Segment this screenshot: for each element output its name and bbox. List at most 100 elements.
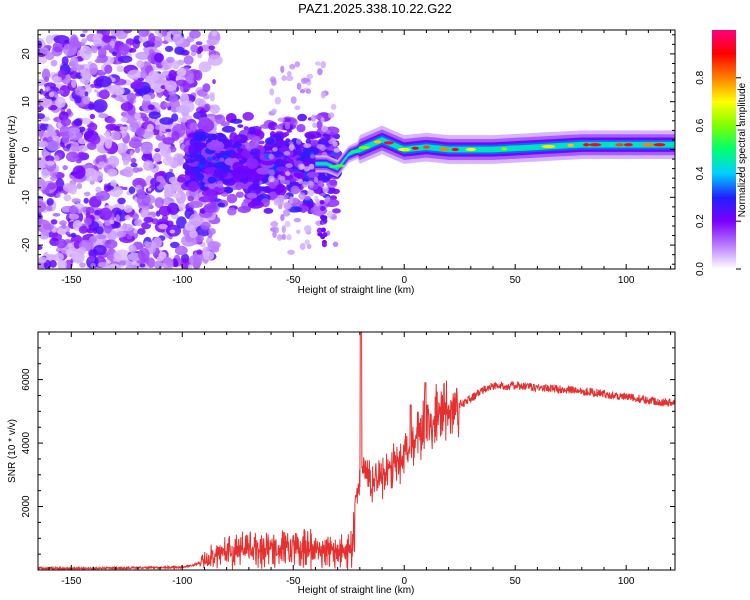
spectrogram-cell [68, 213, 80, 220]
spectrogram-cell [174, 46, 185, 55]
spectrogram-cell [188, 264, 193, 269]
spectrogram-cell [78, 126, 86, 133]
spectrogram-cell [316, 228, 322, 234]
spectrogram-cell [274, 125, 283, 130]
spectrogram-cell [137, 247, 150, 262]
spectrogram-cell [46, 126, 56, 137]
spectrogram-cell [140, 70, 147, 80]
spectrogram-cell [66, 151, 80, 163]
spectrogram-cell [113, 78, 127, 86]
spectrogram-cell [188, 143, 198, 156]
spectrogram-cell [143, 160, 154, 171]
spectrogram-cell [164, 45, 174, 53]
spectrogram-cell [78, 138, 85, 142]
spectrogram-cell [82, 96, 91, 105]
spectrogram-cell [134, 146, 141, 154]
spectrogram-cell [320, 215, 326, 221]
spectrogram-cell [159, 117, 174, 125]
snr-x-tick-label: -100 [172, 576, 192, 587]
spectrogram-cell [277, 117, 285, 122]
spectrogram-cell [138, 35, 148, 43]
spectrogram-cell [99, 207, 113, 221]
spectrogram-cell [98, 161, 107, 169]
spectrogram-cell [124, 215, 131, 221]
spectrogram-cell [296, 82, 302, 91]
spectrogram-cell [70, 232, 77, 238]
spectrogram-cell [95, 190, 111, 202]
spectrogram-cell [281, 225, 286, 234]
spectrogram-cell [199, 157, 207, 166]
spectrogram-cell [328, 112, 335, 119]
spectrogram-cell [299, 243, 306, 251]
spectrogram-cell [47, 136, 53, 142]
spectrogram-cell [125, 264, 139, 269]
spectrogram-cell [38, 105, 44, 111]
spectrogram-cell [80, 70, 91, 79]
spectrogram-cell [229, 152, 236, 159]
spectrogram-cell [154, 52, 164, 63]
spectrogram-cell [123, 166, 134, 178]
spectrogram-cell [219, 157, 225, 162]
spectrogram-cell [38, 179, 47, 191]
spectrogram-cell [134, 218, 143, 227]
spectrogram-cell [180, 117, 188, 123]
spectrogram-cell [110, 130, 121, 141]
spectrogram-cell [262, 145, 274, 151]
spectrogram-cell [332, 208, 341, 214]
spectrogram-cell [298, 192, 306, 200]
spectrogram-cell [92, 244, 107, 256]
spectrogram-cell [151, 167, 158, 173]
spectrogram-cell [110, 179, 117, 188]
spectrogram-cell [272, 147, 278, 152]
spectrogram-cell [209, 92, 215, 98]
spectrogram-x-tick-label: 0 [401, 275, 407, 286]
spectrogram-cell [63, 194, 72, 202]
spectrogram-cell [286, 70, 292, 77]
spectrogram-cell [68, 127, 81, 134]
spectrogram-cell [268, 169, 275, 177]
spectrogram-cell [43, 76, 50, 83]
spectrogram-cell [158, 223, 168, 230]
spectrogram-cell [209, 104, 221, 114]
spectrogram-cell [161, 59, 168, 68]
spectrogram-cell [136, 188, 146, 199]
spectrogram-cell [107, 117, 116, 124]
spectrogram-x-axis: -150 -100 -50 0 50 100 [48, 30, 672, 286]
spectrogram-cell [50, 59, 58, 67]
spectrogram-cell [176, 216, 187, 229]
spectrogram-cell [122, 143, 126, 150]
spectrogram-cell [61, 56, 69, 66]
spectrogram-cell [279, 197, 284, 206]
spectrogram-cell [193, 131, 207, 142]
spectrogram-cell [188, 255, 201, 266]
spectrogram-cell [221, 125, 236, 133]
spectrogram-cell [204, 103, 211, 112]
spectrogram-cell [281, 75, 287, 81]
spectrogram-cell [264, 137, 276, 146]
spectrogram-cell [136, 60, 145, 68]
spectrogram-cell [40, 168, 51, 179]
spectrogram-cell [249, 148, 261, 157]
spectrogram-cell [50, 175, 57, 182]
spectrogram-cell [45, 155, 55, 163]
spectrogram-cell [84, 84, 91, 90]
spectrogram-hotspot [334, 164, 346, 168]
spectrogram-cell [261, 159, 275, 166]
spectrogram-cell [88, 122, 98, 132]
spectrogram-cell [187, 181, 199, 192]
spectrogram-cell [299, 88, 306, 94]
spectrogram-cell [116, 65, 124, 73]
spectrogram-cell [214, 114, 223, 120]
spectrogram-cell [102, 34, 112, 44]
spectrogram-cell [116, 89, 124, 96]
spectrogram-cell [169, 229, 176, 234]
spectrogram-cell [113, 249, 131, 261]
spectrogram-cell [70, 79, 77, 88]
spectrogram-cell [169, 203, 178, 214]
spectrogram-cell [278, 175, 286, 181]
spectrogram-cell [51, 76, 62, 82]
spectrogram-cell [54, 155, 60, 162]
spectrogram-cell [296, 229, 301, 234]
spectrogram-cell [200, 221, 211, 230]
spectrogram-cell [280, 213, 285, 222]
